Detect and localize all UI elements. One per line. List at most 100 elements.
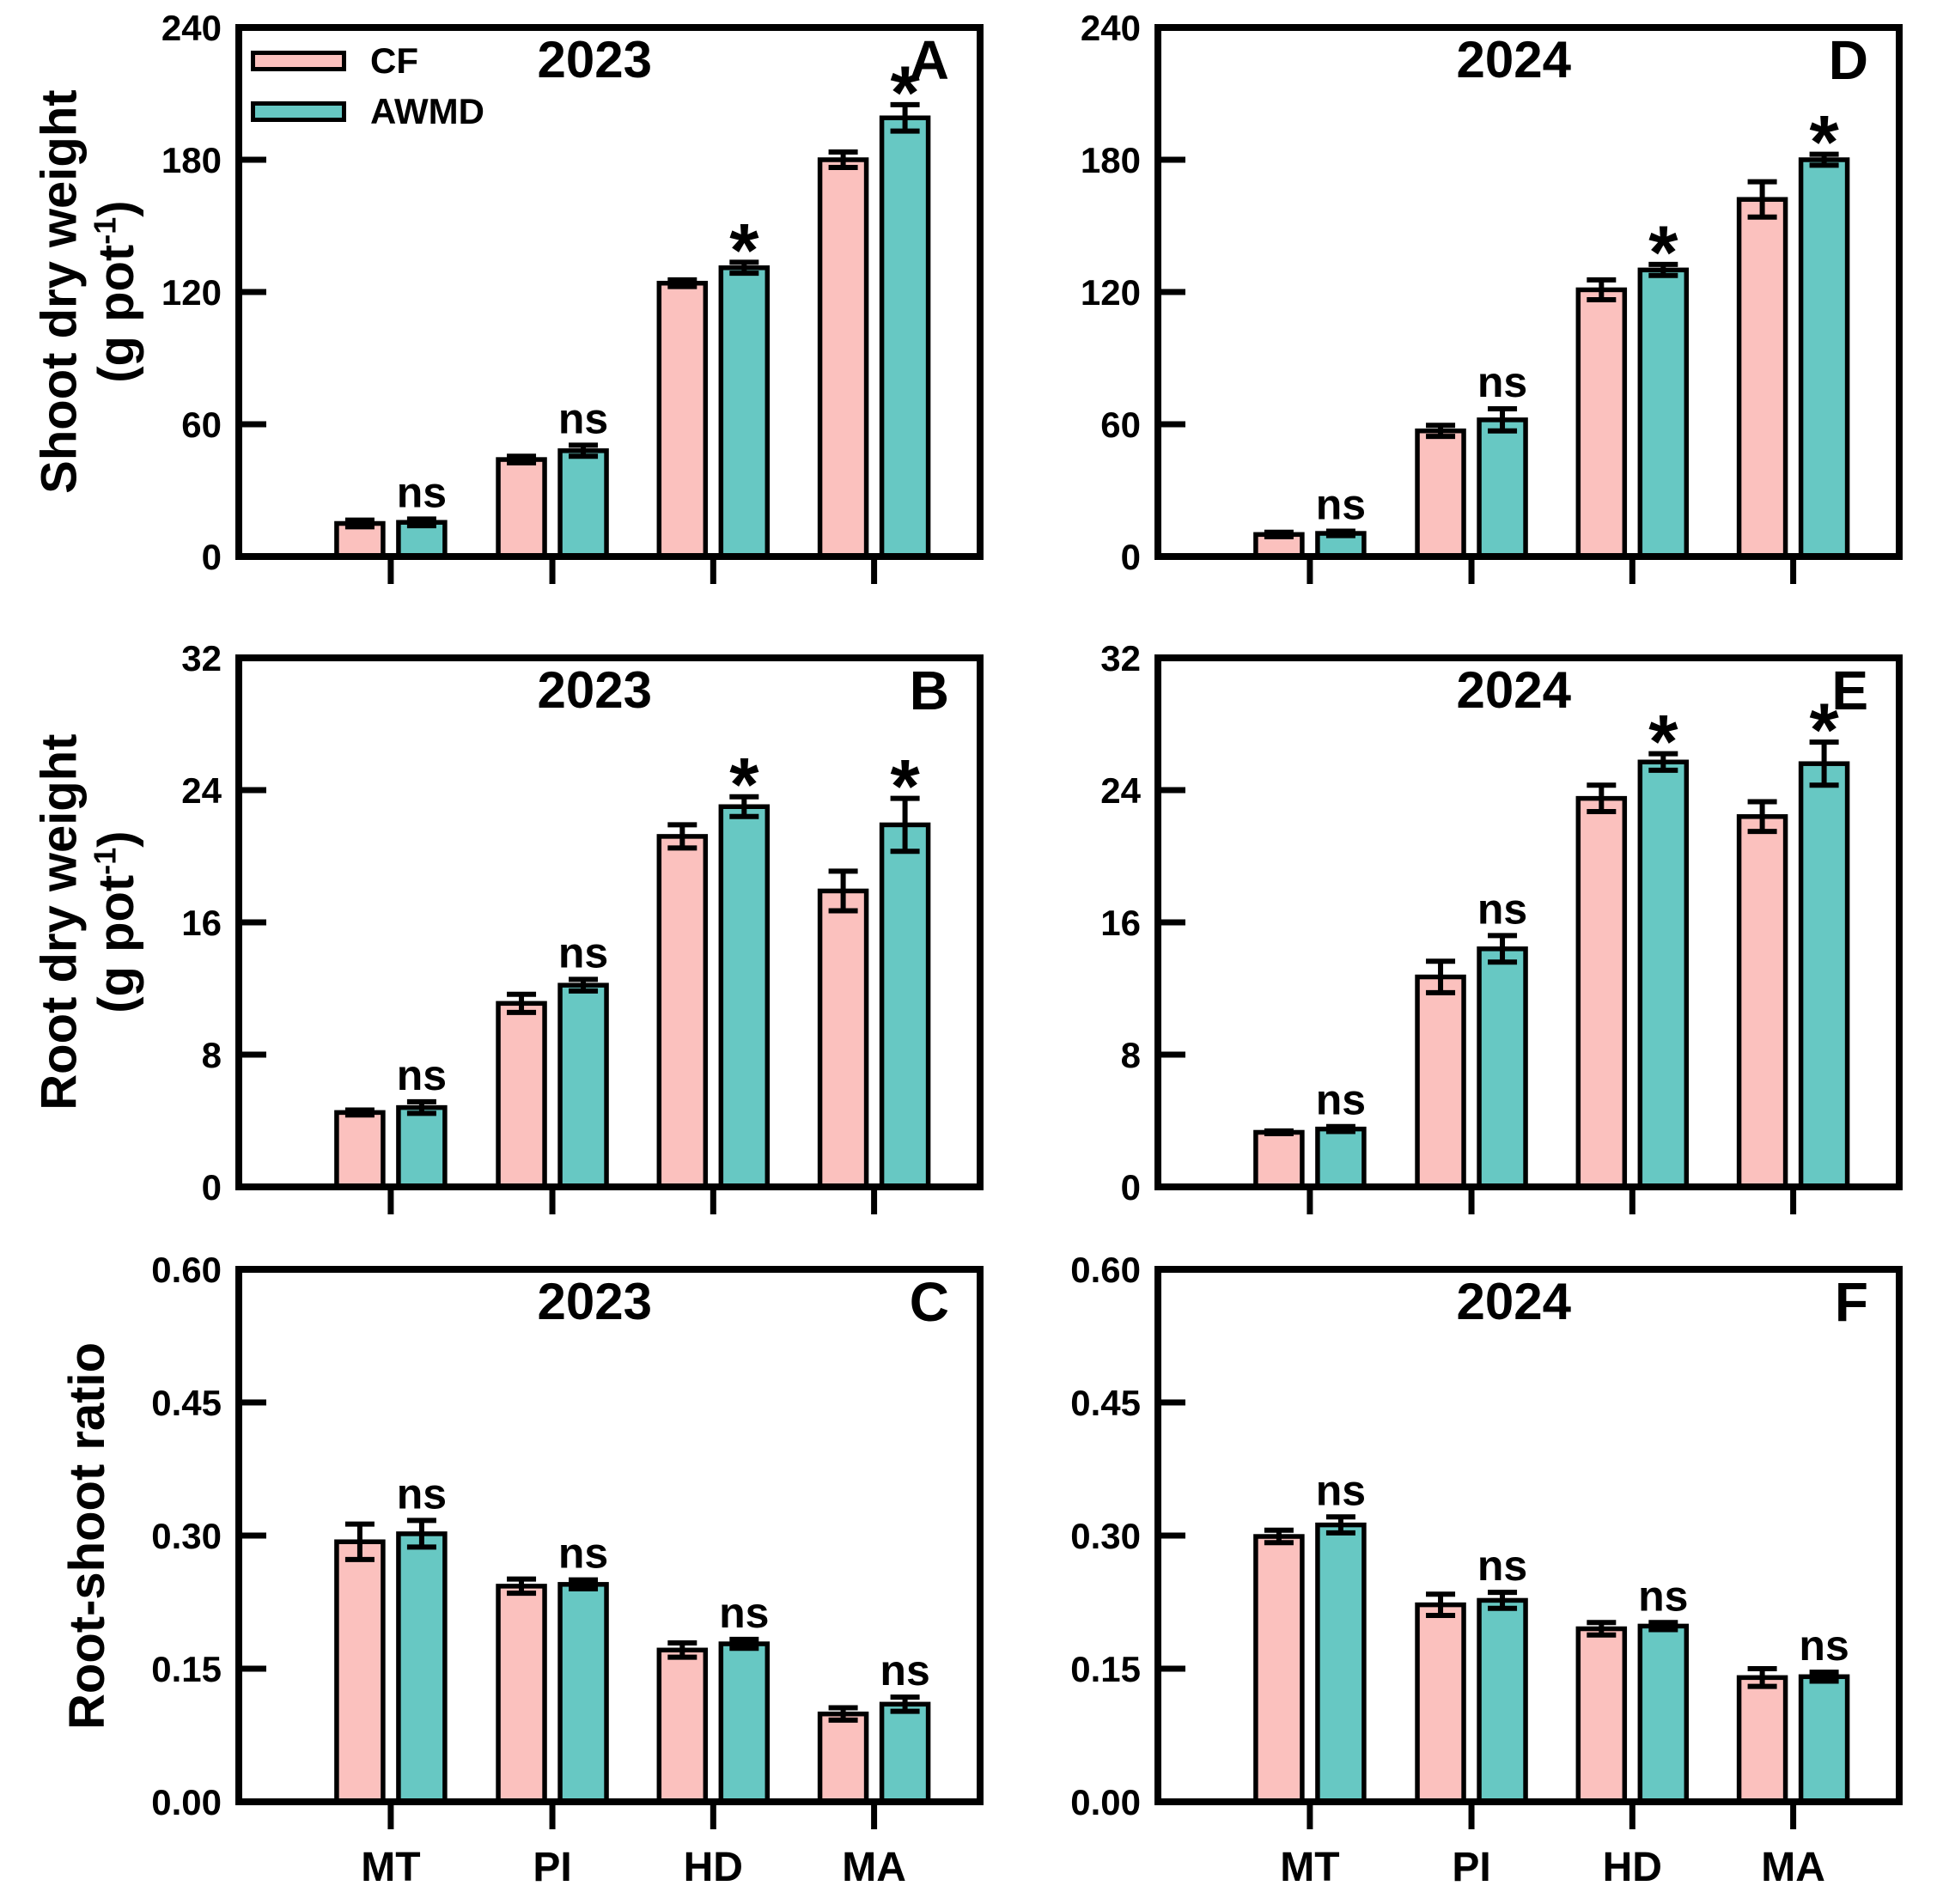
error-bar-cf-pi [507,991,537,1015]
significance-mt: ns [397,1469,447,1518]
legend-swatch-cf [251,51,346,71]
error-bar-awmd-pi [1488,406,1518,434]
bar-cf-ma [817,157,869,559]
error-bar-awmd-pi [569,976,599,994]
error-bar-cf-pi [1426,423,1456,440]
error-bar-cf-mt [344,517,375,530]
bar-awmd-ma [879,822,931,1189]
y-tick-label: 60 [1100,405,1141,445]
bar-cf-pi [1415,1602,1466,1804]
x-tick-label-ma: MA [1761,1845,1825,1890]
bar-awmd-hd [1637,759,1690,1189]
plot-border [1154,1266,1903,1805]
error-bar-awmd-mt [406,1518,436,1550]
significance-pi: ns [558,928,608,976]
bar-cf-ma [817,1711,869,1804]
panel-year-label: 2023 [537,661,651,719]
panel-D-chart: ns ns * * 0 60 120 180 240 2024 D [1081,8,1903,584]
error-bar-cf-ma [828,149,858,170]
bar-cf-pi [1415,428,1466,559]
bar-awmd-pi [557,982,609,1189]
bar-cf-pi [496,1584,547,1804]
plot-border [235,24,984,560]
error-bar-awmd-ma [890,795,920,855]
error-bar-cf-hd [667,822,697,851]
panel-year-label: 2024 [1456,1273,1571,1330]
significance-hd: ns [1638,1572,1688,1620]
bar-awmd-pi [557,1582,609,1804]
significance-hd: * [1648,210,1678,295]
bar-cf-pi [496,1001,547,1189]
y-tick-label: 240 [1081,8,1141,48]
error-bar-cf-ma [1747,179,1777,220]
error-bar-cf-mt [344,1521,375,1562]
bar-awmd-hd [718,1641,771,1804]
x-tick-label-hd: HD [684,1845,743,1890]
error-bar-cf-ma [1747,799,1777,835]
bar-cf-hd [1575,795,1628,1189]
bar-cf-pi [1415,974,1466,1189]
error-bar-awmd-hd [1648,261,1678,278]
plot-border [235,654,984,1190]
panel-year-label: 2023 [537,31,651,88]
bar-cf-hd [1575,1626,1628,1804]
error-bar-cf-ma [828,868,858,914]
plot-border [1154,24,1903,560]
bar-cf-ma [1736,197,1788,559]
error-bar-awmd-pi [569,442,599,459]
significance-ma: ns [1799,1621,1849,1670]
significance-pi: ns [558,394,608,442]
bar-awmd-mt [1315,1522,1367,1804]
error-bar-cf-pi [1426,958,1456,995]
x-tick-label-mt: MT [1280,1845,1339,1890]
error-bar-cf-hd [1587,277,1617,302]
panel-C-chart: ns ns ns ns 0.00 0.15 0.30 0.45 0.60 MT PI HD MA 2023… [151,1250,984,1890]
error-bar-awmd-mt [1325,1123,1355,1134]
bar-cf-mt [1253,1534,1305,1804]
significance-ma: * [1809,100,1839,185]
x-tick-label-hd: HD [1603,1845,1662,1890]
error-bar-awmd-pi [569,1577,599,1591]
error-bar-awmd-hd [729,1636,759,1652]
significance-pi: ns [1477,358,1527,406]
panel-letter-b: B [910,660,949,721]
y-tick-label: 0 [202,537,222,577]
bar-awmd-ma [879,1701,931,1804]
significance-mt: ns [1316,480,1366,528]
panel-E-chart: ns ns * * 0 8 16 24 32 2024 E [1100,638,1903,1214]
y-tick-label: 0.60 [151,1250,222,1290]
y-tick-label: 0.00 [151,1782,222,1822]
legend-item-awmd: AWMD [251,94,484,130]
error-bar-cf-pi [507,1576,537,1597]
y-tick-label: 8 [202,1035,222,1075]
y-tick-label: 0.45 [151,1383,222,1423]
panel-letter-d: D [1829,29,1868,91]
y-tick-label: 32 [1100,638,1141,678]
y-tick-label: 0.00 [1070,1782,1141,1822]
error-bar-cf-ma [828,1705,858,1723]
bar-awmd-ma [879,115,931,559]
y-tick-label: 120 [1081,272,1141,313]
bar-awmd-hd [1637,1623,1690,1804]
error-bar-awmd-hd [729,259,759,277]
significance-mt: ns [397,468,447,516]
error-bar-awmd-ma [1809,1670,1839,1684]
panel-B-chart: ns ns * * 0 8 16 24 32 2023 B [181,638,984,1214]
y-tick-label: 0.15 [1070,1649,1141,1689]
error-bar-cf-mt [1264,1527,1294,1546]
significance-ma: * [890,50,920,135]
error-bar-awmd-ma [1809,739,1839,788]
x-tick-label-ma: MA [842,1845,906,1890]
error-bar-cf-hd [1587,782,1617,815]
y-tick-label: 24 [181,770,222,811]
error-bar-awmd-hd [1648,751,1678,773]
plot-border [1154,654,1903,1190]
x-tick-label-pi: PI [1452,1845,1490,1890]
y-tick-label: 0 [1121,1167,1141,1207]
y-tick-label: 0.15 [151,1649,222,1689]
bar-cf-hd [656,280,709,559]
bar-cf-hd [656,834,709,1189]
error-bar-awmd-mt [1325,528,1355,538]
error-bar-cf-hd [667,1640,697,1660]
